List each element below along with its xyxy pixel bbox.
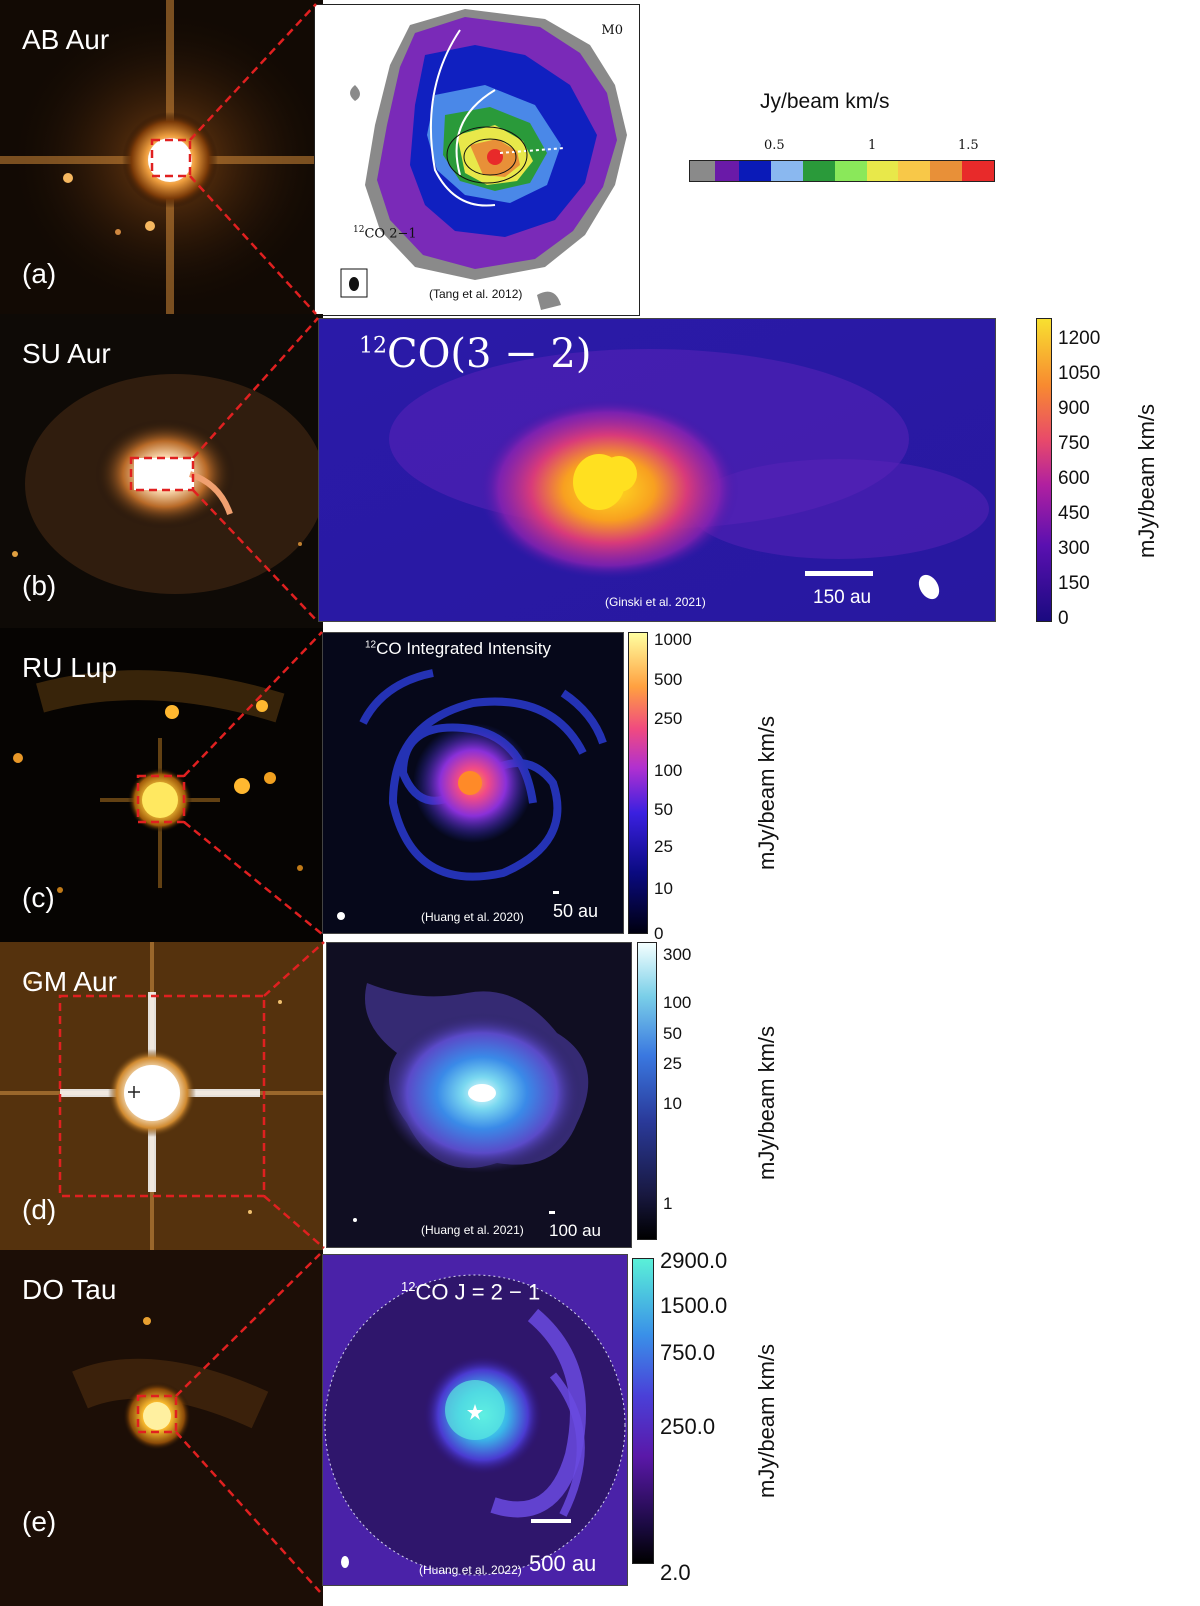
panel-b-co-map: 12CO(3 − 2) (Ginski et al. 2021) 150 au	[318, 318, 996, 622]
object-name-su-aur: SU Aur	[22, 338, 111, 369]
panel-c-optical-image: RU Lup (c)	[0, 628, 323, 942]
gm-aur-co-map	[327, 943, 631, 1247]
cbar-b-tick: 0	[1058, 608, 1069, 629]
colorbar-unit-d: mJy/beam km/s	[754, 1025, 779, 1180]
panel-letter-d: (d)	[22, 1194, 57, 1225]
panel-letter-c: (c)	[22, 882, 55, 913]
cbar-a-swatch	[739, 161, 771, 181]
colorbar-a	[689, 160, 995, 182]
cbar-a-tick: 0.5	[764, 138, 785, 153]
do-tau-co21-map	[323, 1255, 627, 1585]
object-name-gm-aur: GM Aur	[22, 966, 117, 997]
scalebar-label-d: 100 au	[549, 1221, 601, 1240]
su-aur-co32-map	[319, 319, 995, 621]
object-name-ab-aur: AB Aur	[22, 24, 110, 55]
cbar-b-tick: 900	[1058, 398, 1090, 419]
cbar-a-swatch	[866, 161, 899, 181]
panel-d-optical-image: GM Aur (d)	[0, 942, 323, 1250]
object-name-ru-lup: RU Lup	[22, 652, 117, 683]
map-label-e: 12CO J = 2 − 1	[401, 1279, 540, 1305]
colorbar-a-title: Jy/beam km/s	[760, 90, 890, 113]
cbar-e-tick: 250.0	[660, 1414, 716, 1439]
cbar-b-tick: 600	[1058, 468, 1090, 489]
panel-letter-e: (e)	[22, 1506, 57, 1537]
cbar-b-tick: 750	[1058, 433, 1090, 454]
colorbar-c	[628, 632, 648, 934]
panel-e-optical-image: DO Tau (e)	[0, 1250, 323, 1606]
panel-e-co-map: 12CO J = 2 − 1 (Huang et al. 2022) 500 a…	[322, 1254, 628, 1586]
map-label-c-main: CO Integrated Intensity	[376, 639, 551, 658]
cbar-a-swatch	[690, 161, 715, 181]
cbar-a-swatch	[714, 161, 740, 181]
map-label-b-sup: 12	[359, 333, 387, 359]
cbar-b-tick: 450	[1058, 503, 1090, 524]
ab-aur-moment0-map	[340, 9, 627, 310]
map-label-a: 12CO 2−1	[353, 225, 417, 241]
cbar-b-tick: 1200	[1058, 328, 1101, 349]
panel-letter-b: (b)	[22, 570, 57, 601]
cbar-a-swatch	[802, 161, 835, 181]
cbar-c-tick: 500	[654, 670, 683, 689]
cbar-a-tick: 1.5	[958, 138, 979, 153]
cbar-a-swatch	[770, 161, 803, 181]
cbar-c-tick: 0	[654, 924, 664, 943]
map-label-e-main: CO J = 2 − 1	[415, 1279, 541, 1305]
colorbar-e	[632, 1258, 654, 1564]
panel-b-optical-image: SU Aur (b)	[0, 314, 323, 628]
cbar-c-tick: 250	[654, 709, 683, 728]
cbar-d-tick: 25	[663, 1054, 682, 1073]
citation-a: (Tang et al. 2012)	[429, 287, 523, 301]
cbar-c-tick: 10	[654, 879, 673, 898]
map-label-e-sup: 12	[401, 1279, 416, 1294]
cbar-e-tick: 1500.0	[660, 1293, 728, 1318]
cbar-c-tick: 100	[654, 761, 683, 780]
panel-a-co-map: M0 12CO 2−1 (Tang et al. 2012)	[314, 4, 640, 316]
cbar-d-tick: 100	[663, 993, 692, 1012]
panel-letter-a: (a)	[22, 258, 57, 289]
panel-a-optical-image: AB Aur (a)	[0, 0, 323, 314]
ru-lup-co-map	[323, 633, 623, 933]
cbar-d-tick: 300	[663, 945, 692, 964]
cbar-a-swatch	[930, 161, 963, 181]
map-label-a-sup: 12	[353, 225, 365, 235]
cbar-a-swatch	[962, 161, 995, 181]
colorbar-d	[637, 942, 657, 1240]
cbar-d-tick: 1	[663, 1194, 673, 1213]
colorbar-b	[1036, 318, 1052, 622]
colorbar-unit-b: mJy/beam km/s	[1134, 403, 1159, 558]
cbar-c-tick: 25	[654, 837, 673, 856]
cbar-a-swatch	[898, 161, 931, 181]
cbar-b-tick: 150	[1058, 573, 1090, 594]
cbar-d-tick: 10	[663, 1094, 682, 1113]
moment-label: M0	[601, 23, 623, 38]
citation-e: (Huang et al. 2022)	[419, 1563, 522, 1577]
cbar-e-tick: 750.0	[660, 1340, 716, 1365]
scalebar-label-c: 50 au	[553, 901, 599, 921]
cbar-e-tick: 2900.0	[660, 1248, 728, 1273]
panel-c-co-map: 12CO Integrated Intensity (Huang et al. …	[322, 632, 624, 934]
map-label-c: 12CO Integrated Intensity	[365, 639, 551, 659]
cbar-a-swatch	[834, 161, 867, 181]
cbar-c-tick: 1000	[654, 630, 692, 649]
colorbar-unit-c: mJy/beam km/s	[754, 715, 779, 870]
citation-d: (Huang et al. 2021)	[421, 1223, 524, 1237]
panel-d-co-map: (Huang et al. 2021) 100 au	[326, 942, 632, 1248]
scalebar-label-e: 500 au	[529, 1551, 597, 1576]
cbar-a-tick: 1	[868, 138, 877, 153]
map-label-a-main: CO 2−1	[364, 226, 417, 242]
scalebar-label-b: 150 au	[813, 587, 872, 608]
map-label-c-sup: 12	[365, 639, 377, 651]
cbar-b-tick: 1050	[1058, 363, 1101, 384]
colorbar-unit-e: mJy/beam km/s	[754, 1343, 779, 1498]
cbar-e-tick: 2.0	[660, 1560, 691, 1585]
cbar-d-tick: 50	[663, 1024, 682, 1043]
citation-c: (Huang et al. 2020)	[421, 910, 524, 924]
cbar-c-tick: 50	[654, 800, 673, 819]
object-name-do-tau: DO Tau	[22, 1274, 117, 1305]
citation-b: (Ginski et al. 2021)	[605, 595, 706, 609]
map-label-b-main: CO(3 − 2)	[387, 331, 592, 377]
map-label-b: 12CO(3 − 2)	[359, 331, 591, 377]
cbar-b-tick: 300	[1058, 538, 1090, 559]
